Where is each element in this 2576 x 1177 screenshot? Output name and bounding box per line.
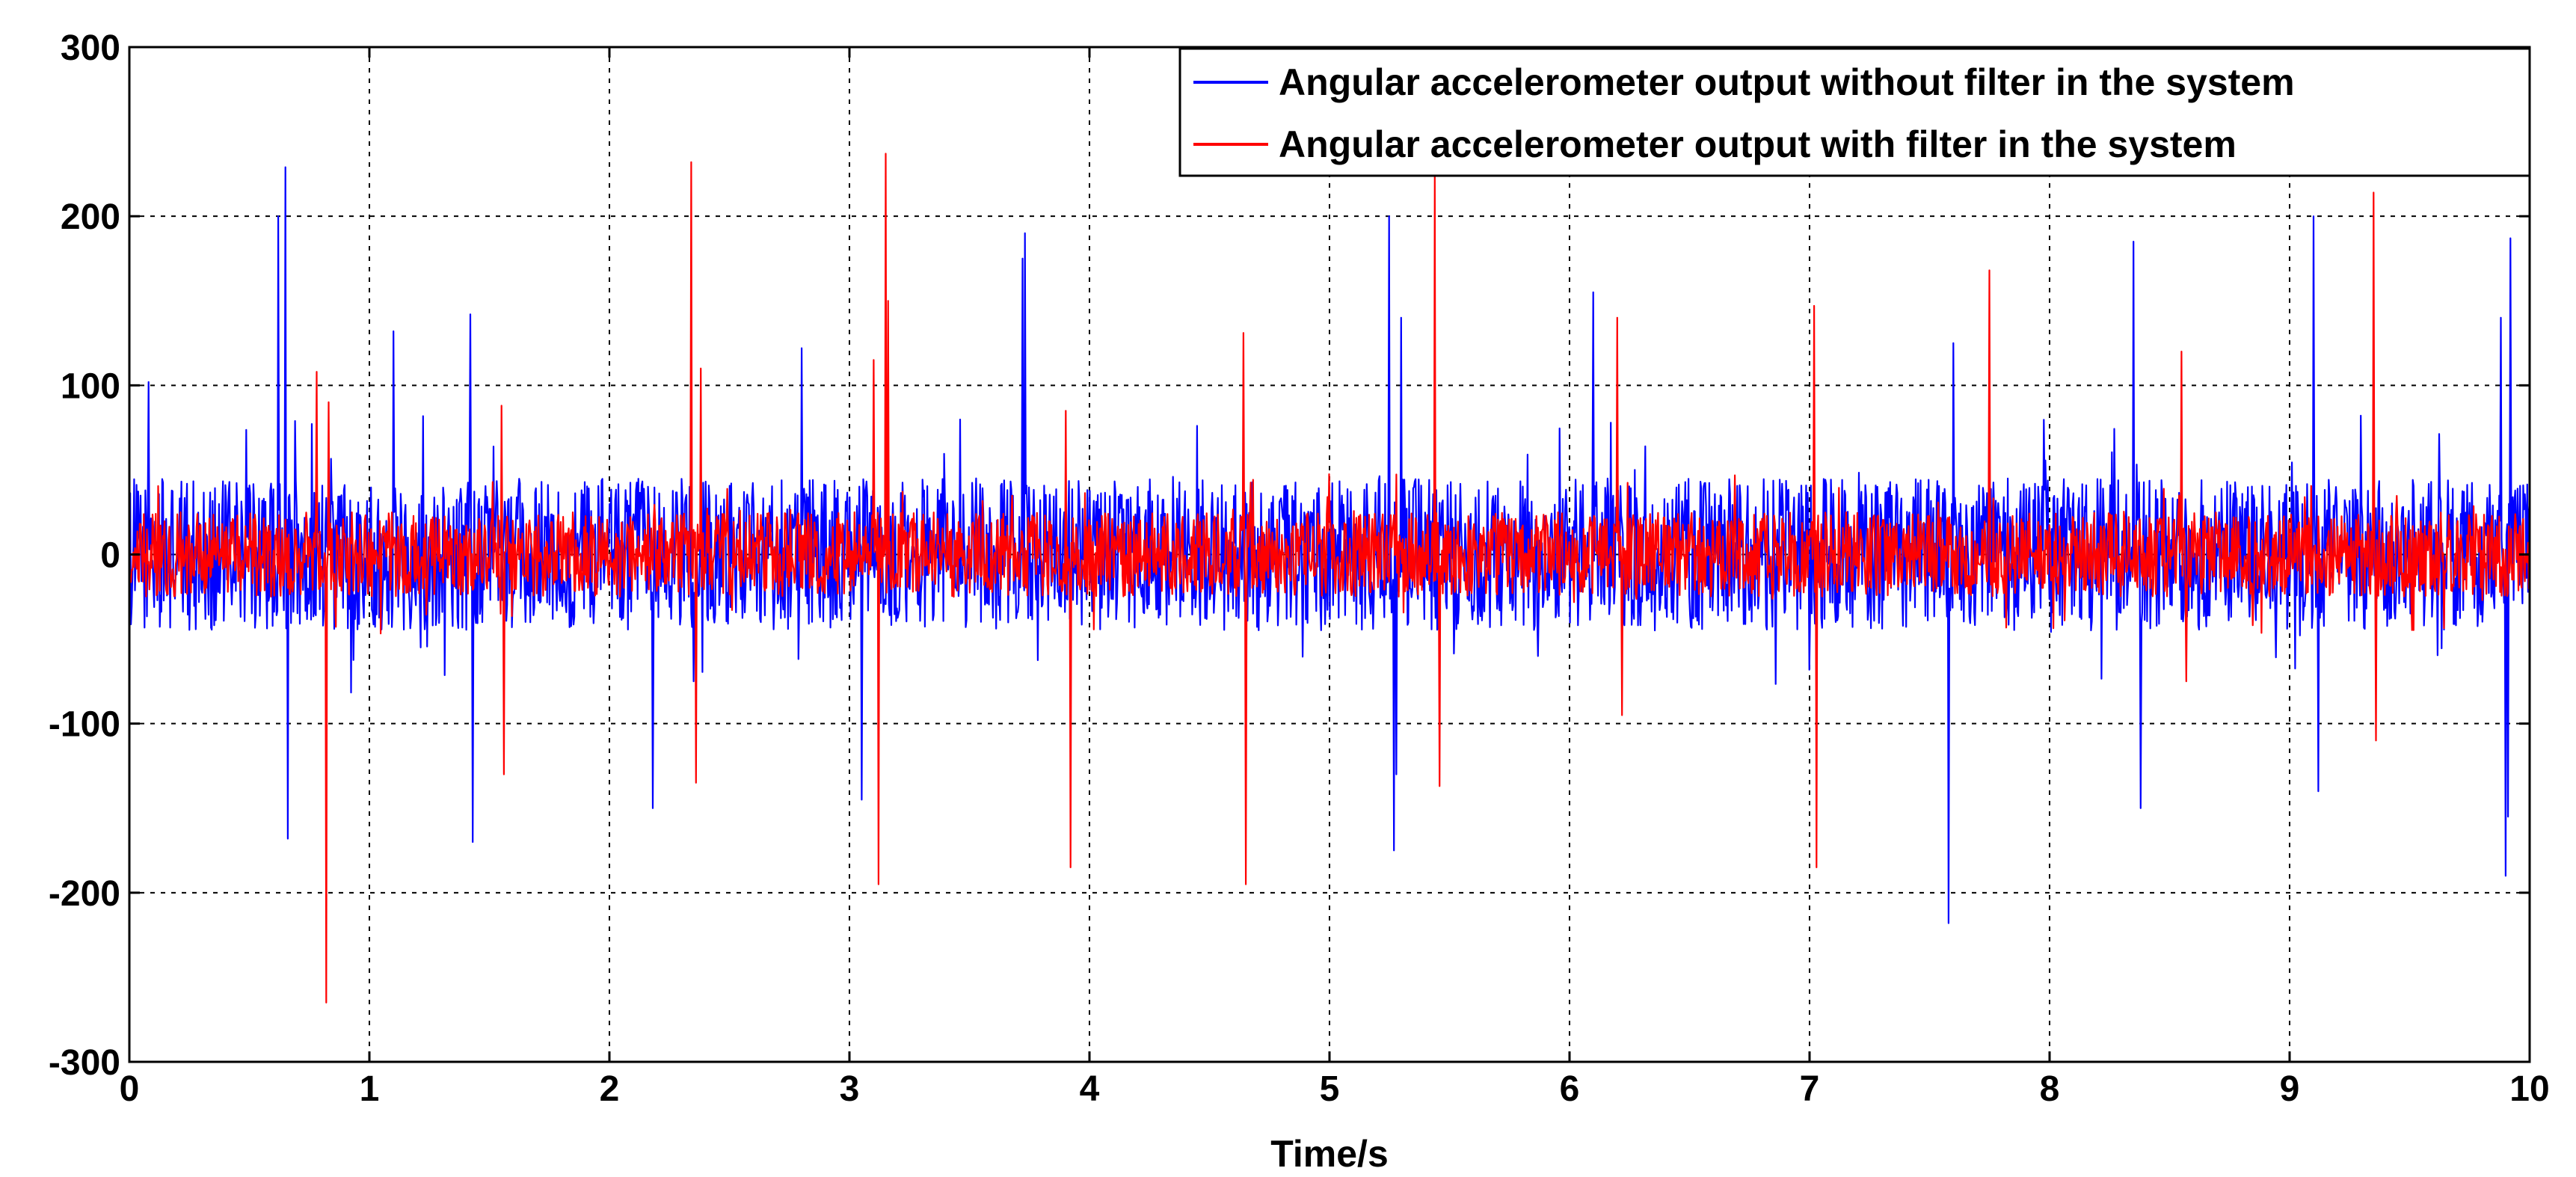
y-tick-label: -200 [49, 874, 120, 914]
x-tick-label: 5 [1320, 1069, 1340, 1109]
y-tick-label: -100 [49, 705, 120, 745]
x-tick-label: 6 [1560, 1069, 1580, 1109]
x-tick-label: 1 [360, 1069, 380, 1109]
x-tick-label: 0 [120, 1069, 140, 1109]
series-layer [128, 153, 2531, 1004]
y-tick-label: -300 [49, 1043, 120, 1083]
x-tick-label: 8 [2040, 1069, 2060, 1109]
x-axis-label: Time/s [1270, 1133, 1389, 1175]
y-tick-label: 0 [100, 536, 120, 576]
x-tick-label: 4 [1080, 1069, 1100, 1109]
x-tick-label: 2 [600, 1069, 620, 1109]
x-tick-label: 9 [2280, 1069, 2300, 1109]
grid [129, 47, 2530, 1062]
y-tick-label: 200 [61, 197, 120, 237]
x-tick-label: 3 [840, 1069, 860, 1109]
legend: Angular accelerometer output without fil… [1178, 47, 2531, 177]
y-tick-label: 300 [61, 28, 120, 68]
y-tick-label: 100 [61, 366, 120, 406]
legend-box [1178, 47, 2531, 177]
x-tick-label: 7 [1800, 1069, 1820, 1109]
legend-label-2: Angular accelerometer output with filter… [1279, 123, 2237, 165]
series-line-2 [129, 153, 2531, 1004]
x-tick-label: 10 [2509, 1069, 2549, 1109]
ticks: 0 1 2 3 4 5 6 7 8 9 10 -300 -200 -100 0 100 200 300 [49, 28, 2550, 1109]
legend-label-1: Angular accelerometer output without fil… [1279, 61, 2295, 103]
